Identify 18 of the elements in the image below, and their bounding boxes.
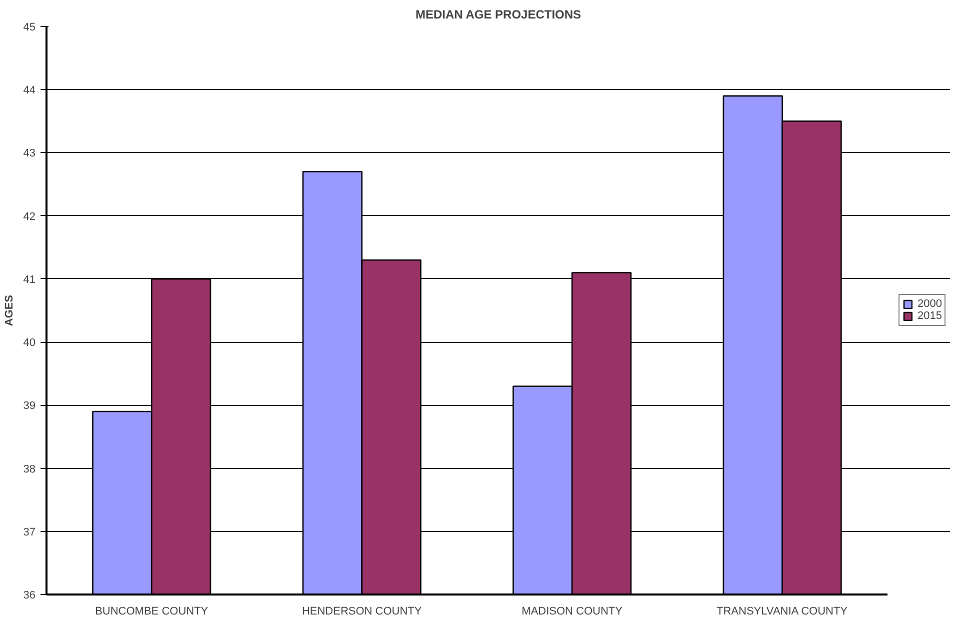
y-axis-title: AGES [3,294,16,326]
chart-title: MEDIAN AGE PROJECTIONS [415,8,582,22]
x-tick-label: BUNCOMBE COUNTY [95,606,209,618]
y-tick-label: 37 [23,526,36,538]
y-tick-label: 40 [23,337,36,350]
y-tick-label: 43 [23,148,36,160]
y-tick-label: 44 [23,84,36,97]
legend-label: 2015 [918,310,942,322]
x-tick-label: MADISON COUNTY [522,606,624,618]
legend-label: 2000 [918,298,942,310]
y-tick-label: 38 [23,463,36,476]
y-tick-label: 36 [23,590,36,602]
x-tick-label: HENDERSON COUNTY [302,606,422,618]
y-tick-label: 42 [23,210,36,223]
y-tick-label: 41 [23,274,36,286]
y-tick-label: 39 [23,400,36,412]
x-tick-label: TRANSYLVANIA COUNTY [716,606,848,618]
y-tick-label: 45 [23,22,36,34]
